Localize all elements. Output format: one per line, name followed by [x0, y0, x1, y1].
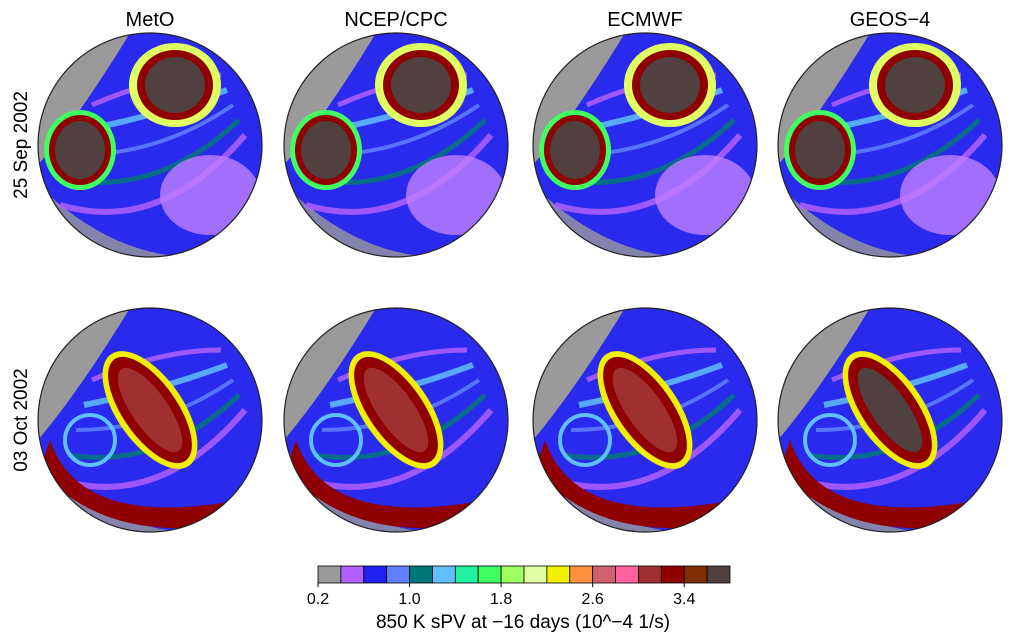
map-feature: [145, 57, 205, 113]
colorbar-swatch: [501, 566, 524, 583]
colorbar-swatch: [593, 566, 616, 583]
map-panel: [778, 33, 1002, 257]
colorbar-swatch: [661, 566, 684, 583]
map-panel: [778, 308, 1002, 532]
colorbar-swatch: [616, 566, 639, 583]
map-panel: [284, 308, 508, 532]
colorbar-tick-label: 2.6: [582, 591, 604, 608]
colorbar-swatch: [684, 566, 707, 583]
map-feature: [900, 155, 1000, 235]
map-feature: [795, 121, 845, 179]
colorbar-tick-label: 3.4: [673, 591, 695, 608]
colorbar-swatch: [410, 566, 433, 583]
column-title: NCEP/CPC: [344, 9, 447, 31]
colorbar-swatch: [570, 566, 593, 583]
map-panel: [284, 33, 508, 257]
colorbar-swatch: [707, 566, 730, 583]
map-feature: [391, 57, 451, 113]
map-feature: [640, 57, 700, 113]
column-title: MetO: [126, 9, 175, 31]
map-feature: [55, 121, 105, 179]
map-panel: [533, 308, 757, 532]
colorbar-tick-label: 1.0: [398, 591, 420, 608]
row-label: 25 Sep 2002: [11, 91, 32, 199]
map-panel: [38, 308, 262, 532]
column-title: ECMWF: [607, 9, 683, 31]
colorbar-tick-label: 0.2: [307, 591, 329, 608]
colorbar-swatch: [364, 566, 387, 583]
colorbar-tick-label: 1.8: [490, 591, 512, 608]
map-feature: [160, 155, 260, 235]
colorbar-swatch: [524, 566, 547, 583]
colorbar-swatch: [547, 566, 570, 583]
colorbar-swatch: [341, 566, 364, 583]
map-feature: [301, 121, 351, 179]
colorbar-swatch: [478, 566, 501, 583]
page: 850 K sPV at −16 days (10^−4 1/s) MetO NC…: [0, 0, 1019, 635]
map-feature: [406, 155, 506, 235]
colorbar-swatch: [387, 566, 410, 583]
colorbar-swatch: [455, 566, 478, 583]
map-feature: [655, 155, 755, 235]
row-label: 03 Oct 2002: [11, 368, 32, 472]
colorbar-swatch: [432, 566, 455, 583]
map-panel: [38, 33, 262, 257]
map-feature: [885, 57, 945, 113]
column-title: GEOS−4: [850, 9, 931, 31]
colorbar-swatch: [318, 566, 341, 583]
figure: 850 K sPV at −16 days (10^−4 1/s) MetO NC…: [0, 0, 1019, 635]
map-feature: [550, 121, 600, 179]
colorbar-label: 850 K sPV at −16 days (10^−4 1/s): [376, 612, 670, 633]
colorbar-swatch: [638, 566, 661, 583]
map-panel: [533, 33, 757, 257]
